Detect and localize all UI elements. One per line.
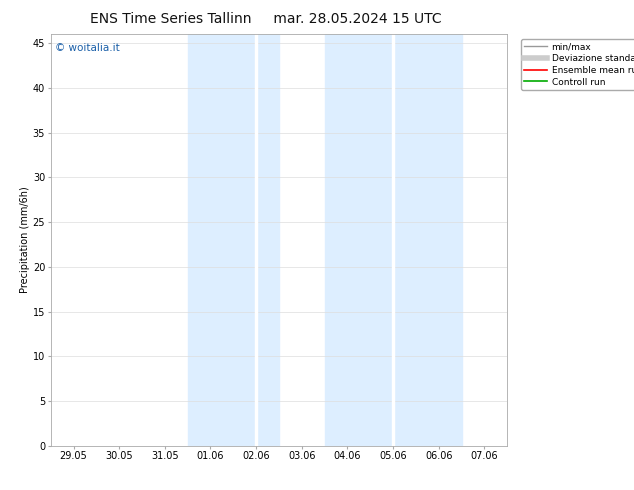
Text: ENS Time Series Tallinn     mar. 28.05.2024 15 UTC: ENS Time Series Tallinn mar. 28.05.2024 … xyxy=(91,12,442,26)
Bar xyxy=(392,34,394,446)
Y-axis label: Precipitation (mm/6h): Precipitation (mm/6h) xyxy=(20,187,30,294)
Bar xyxy=(325,34,462,446)
Text: © woitalia.it: © woitalia.it xyxy=(55,43,120,52)
Legend: min/max, Deviazione standard, Ensemble mean run, Controll run: min/max, Deviazione standard, Ensemble m… xyxy=(521,39,634,90)
Bar xyxy=(188,34,279,446)
Bar xyxy=(256,34,257,446)
